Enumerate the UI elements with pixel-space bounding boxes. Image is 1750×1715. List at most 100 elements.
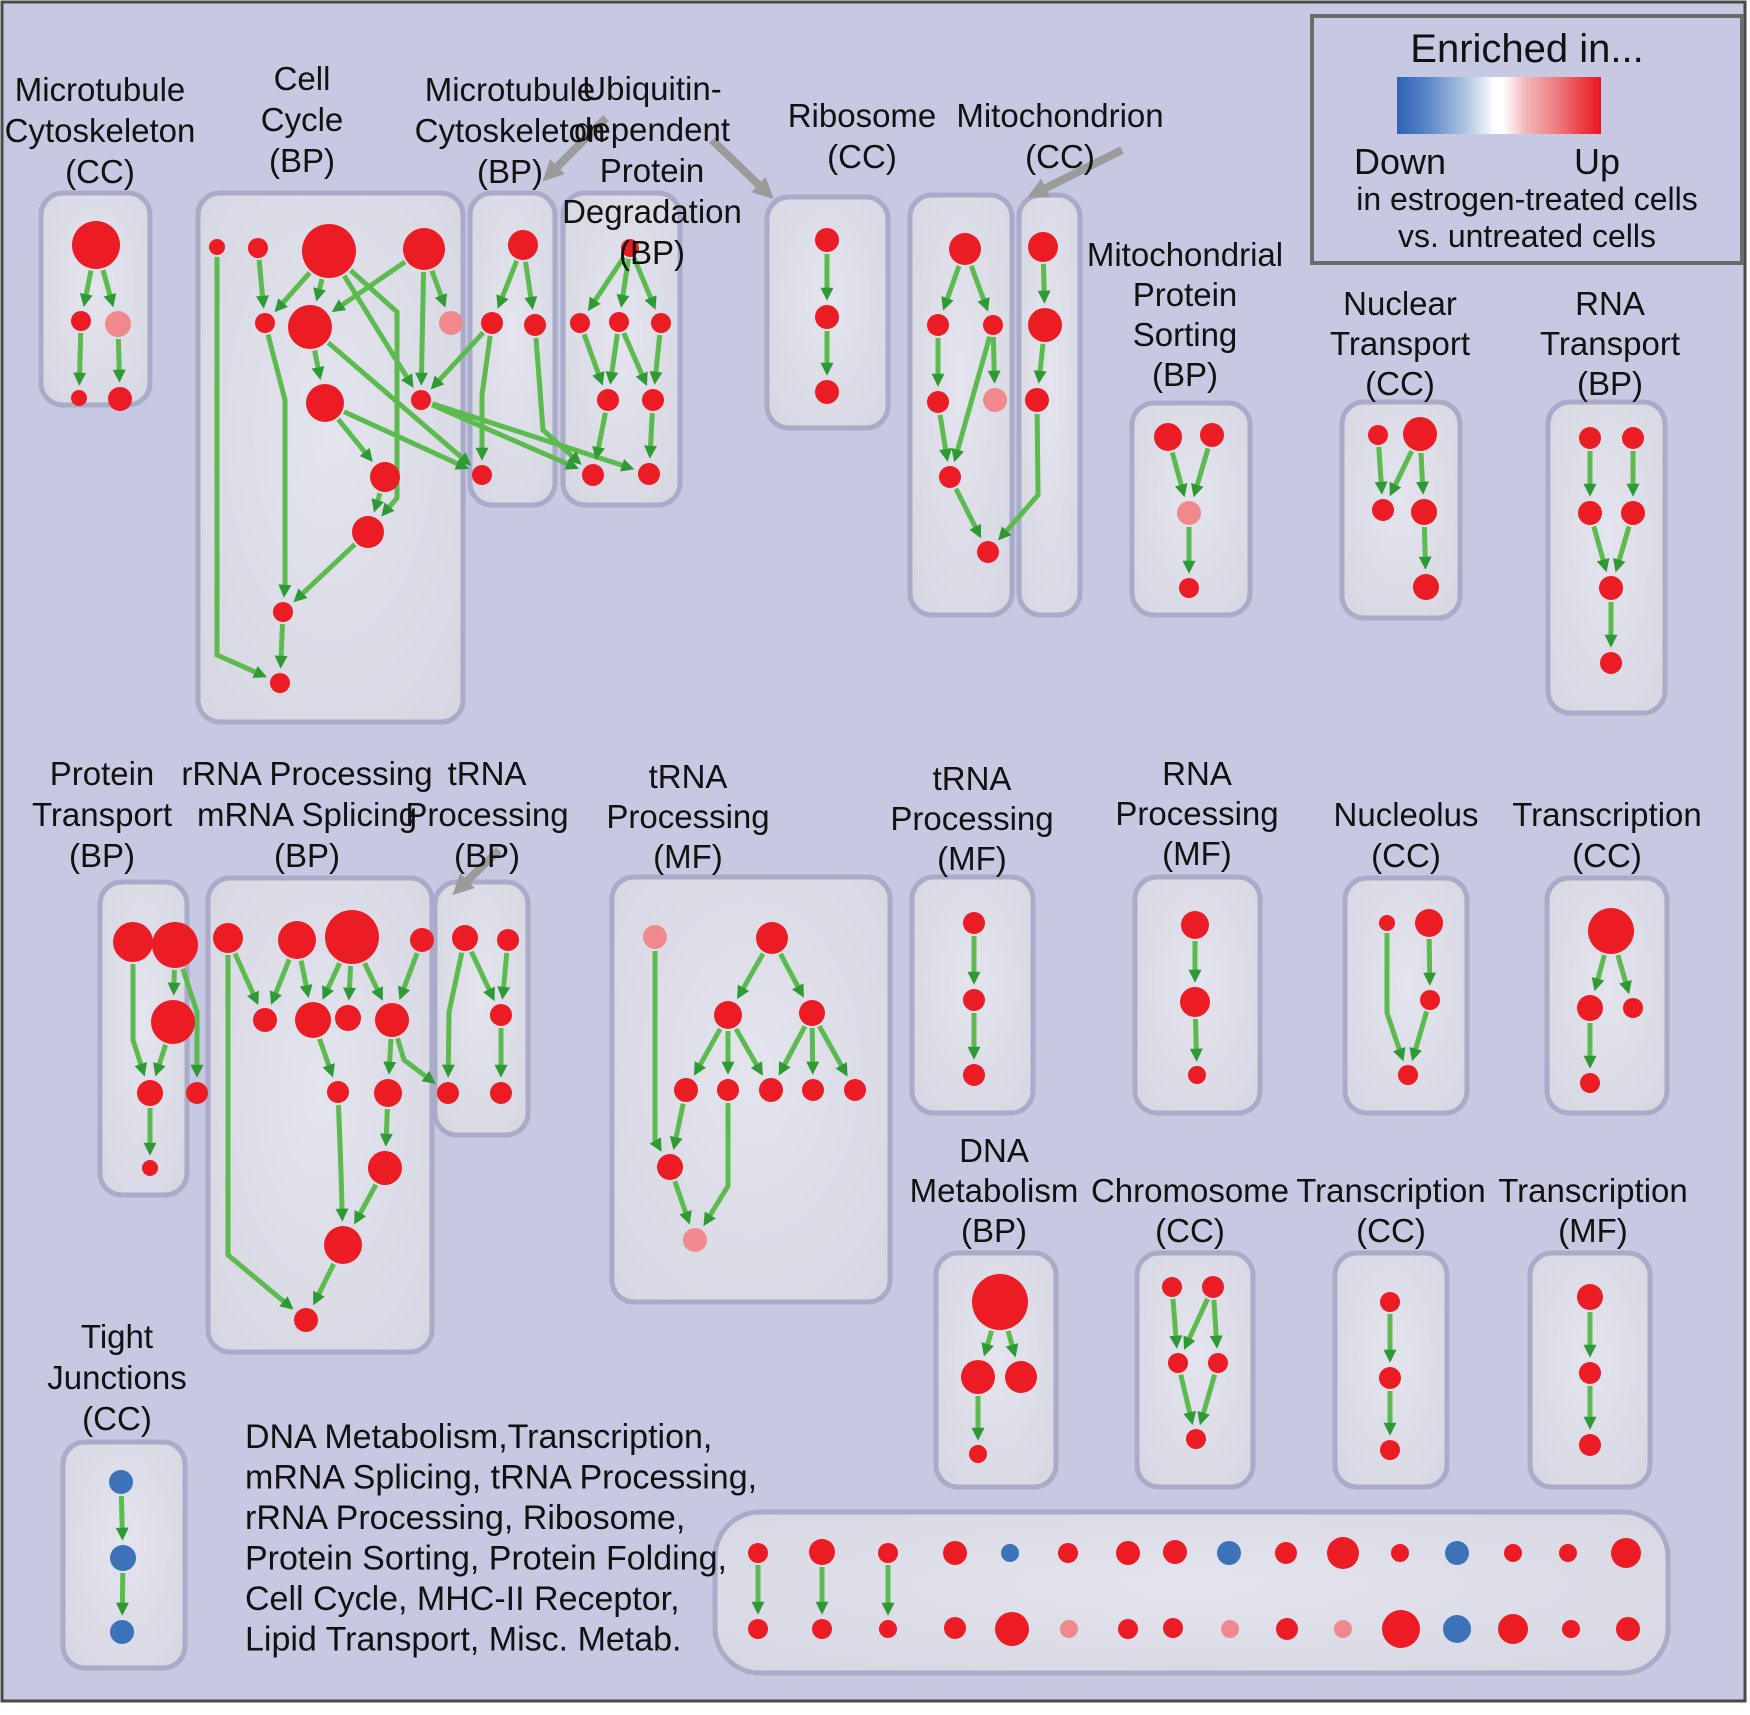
- edge-t1-t3: [469, 950, 495, 1002]
- edge-rb1-rb3: [968, 265, 990, 312]
- cluster-label-transcription-mf: Transcription (MF): [1498, 1172, 1688, 1249]
- go-term-node-tj2: [110, 1545, 136, 1571]
- go-term-node-g1: [643, 925, 667, 949]
- edge-cc4-cc7: [429, 269, 448, 308]
- edge-g6-g11: [703, 1103, 731, 1227]
- go-term-node-r5: [253, 1008, 277, 1032]
- go-term-node-r12: [324, 1226, 362, 1264]
- edge-r3-r6: [322, 962, 342, 1000]
- cluster-label-rna-transport: RNA Transport (BP): [1540, 285, 1680, 402]
- edge-mc1-mc2: [79, 270, 94, 307]
- go-term-node-k2t: [809, 1539, 835, 1565]
- go-term-node-r2: [278, 921, 316, 959]
- go-term-node-t5: [490, 1082, 512, 1104]
- go-term-node-y1: [1588, 908, 1634, 954]
- go-term-node-ub2: [815, 305, 839, 329]
- cluster-label-line: tRNA: [448, 755, 527, 792]
- cluster-label-line: (MF): [937, 840, 1007, 877]
- edge-d1-d3: [1005, 1330, 1019, 1358]
- edge-g5-g10: [669, 1103, 686, 1151]
- edge-x3-x4: [1409, 1010, 1430, 1062]
- cluster-label-line: RNA: [1575, 285, 1645, 322]
- cluster-label-line: Protein: [600, 152, 705, 189]
- go-term-node-k12t: [1391, 1544, 1409, 1562]
- go-term-node-n3: [1372, 499, 1394, 521]
- edge-cc8-cc10: [336, 417, 373, 463]
- go-term-node-tj3: [110, 1620, 134, 1644]
- go-term-node-k16t: [1611, 1538, 1641, 1568]
- go-term-node-n1: [1368, 425, 1388, 445]
- go-term-node-y2: [1577, 995, 1603, 1021]
- go-term-node-u5: [597, 389, 619, 411]
- go-term-node-k3b: [879, 1620, 897, 1638]
- cluster-label-line: Microtubule: [15, 71, 186, 108]
- cluster-box-microtubule-cc: [38, 190, 153, 408]
- cluster-label-line: (BP): [1152, 356, 1218, 393]
- edge-u1-u4: [631, 257, 657, 310]
- cluster-label-line: (MF): [1162, 835, 1232, 872]
- edge-r6-r9: [317, 1038, 335, 1078]
- go-term-node-q1: [1579, 427, 1601, 449]
- edge-x1-x4: [1384, 933, 1406, 1062]
- edge-n4-n5: [1418, 526, 1432, 570]
- go-term-node-w2: [1180, 987, 1210, 1017]
- edge-h4-h5: [1197, 1373, 1218, 1426]
- go-term-node-d1: [972, 1274, 1028, 1330]
- go-term-node-k6b: [1060, 1620, 1078, 1638]
- edge-u3-u5: [605, 333, 620, 385]
- go-term-node-k3t: [878, 1543, 898, 1563]
- annotation-arrow-to-ubiquitin-box-1: [542, 115, 609, 182]
- go-term-node-s3: [1177, 501, 1201, 525]
- edge-h1-h3: [1169, 1298, 1183, 1349]
- edge-mb1-mb3: [523, 261, 538, 310]
- go-term-node-q3: [1578, 501, 1602, 525]
- go-term-nodes: [71, 221, 1645, 1648]
- go-term-node-z3: [1380, 1440, 1400, 1460]
- edge-w2-w3: [1189, 1018, 1203, 1062]
- go-term-node-p2: [152, 922, 198, 968]
- edge-u1-u2: [587, 255, 626, 312]
- cluster-label-misc-list: DNA Metabolism,Transcription, mRNA Splici…: [245, 1418, 757, 1659]
- edge-g3-g5: [693, 1027, 723, 1076]
- edge-mc2-mc4: [73, 332, 87, 386]
- cluster-label-line: (BP): [274, 837, 340, 874]
- cluster-label-cell-cycle: Cell Cycle (BP): [261, 60, 344, 179]
- cluster-label-line: Lipid Transport, Misc. Metab.: [245, 1621, 682, 1659]
- edge-u4-u6: [649, 334, 663, 385]
- annotation-arrow-to-mitochondrion-box: [1027, 146, 1124, 198]
- cluster-label-line: Processing: [1115, 795, 1278, 832]
- go-term-node-cc6: [288, 305, 332, 349]
- go-term-node-y3: [1623, 998, 1643, 1018]
- edge-cc12-cc13: [274, 623, 288, 669]
- go-term-node-tj1: [109, 1470, 133, 1494]
- cluster-label-line: (CC): [1572, 837, 1642, 874]
- cluster-label-line: Mitochondrion: [956, 97, 1163, 134]
- edge-mc1-mc3: [100, 269, 117, 308]
- cluster-label-line: rRNA Processing: [181, 755, 432, 792]
- edge-q4-q5: [1613, 525, 1632, 573]
- go-term-node-r13: [294, 1308, 318, 1332]
- cluster-label-line: mRNA Splicing, tRNA Processing,: [245, 1459, 757, 1497]
- go-term-node-x4: [1398, 1065, 1418, 1085]
- go-term-node-n4: [1411, 499, 1437, 525]
- go-term-node-k10t: [1275, 1542, 1297, 1564]
- cluster-label-line: Cell Cycle, MHC-II Receptor,: [245, 1580, 680, 1618]
- cluster-box-chromosome: [1134, 1250, 1256, 1490]
- go-term-node-k4b: [944, 1617, 966, 1639]
- cluster-label-nucleolus: Nucleolus (CC): [1334, 796, 1479, 874]
- go-term-node-h4: [1208, 1353, 1228, 1373]
- go-term-node-m3: [1025, 388, 1049, 412]
- edge-r1-r13: [225, 955, 294, 1310]
- go-term-node-d3: [1005, 1361, 1037, 1393]
- go-term-node-g9: [844, 1079, 866, 1101]
- annotation-arrow-to-ubiquitin-box-2: [709, 137, 774, 200]
- cluster-label-line: Protein Sorting, Protein Folding,: [245, 1540, 727, 1578]
- go-term-node-r8: [375, 1003, 409, 1037]
- go-term-node-rb7: [977, 541, 999, 563]
- go-term-node-k11t: [1327, 1537, 1359, 1569]
- edge-cc4-cc6: [331, 259, 407, 313]
- go-term-node-g2: [756, 922, 788, 954]
- edge-cc6-mb4: [326, 340, 472, 466]
- cluster-label-line: Protein: [1133, 276, 1238, 313]
- cluster-labels: Microtubule Cytoskeleton (CC) Cell Cycle (BP)…: [5, 60, 1702, 1659]
